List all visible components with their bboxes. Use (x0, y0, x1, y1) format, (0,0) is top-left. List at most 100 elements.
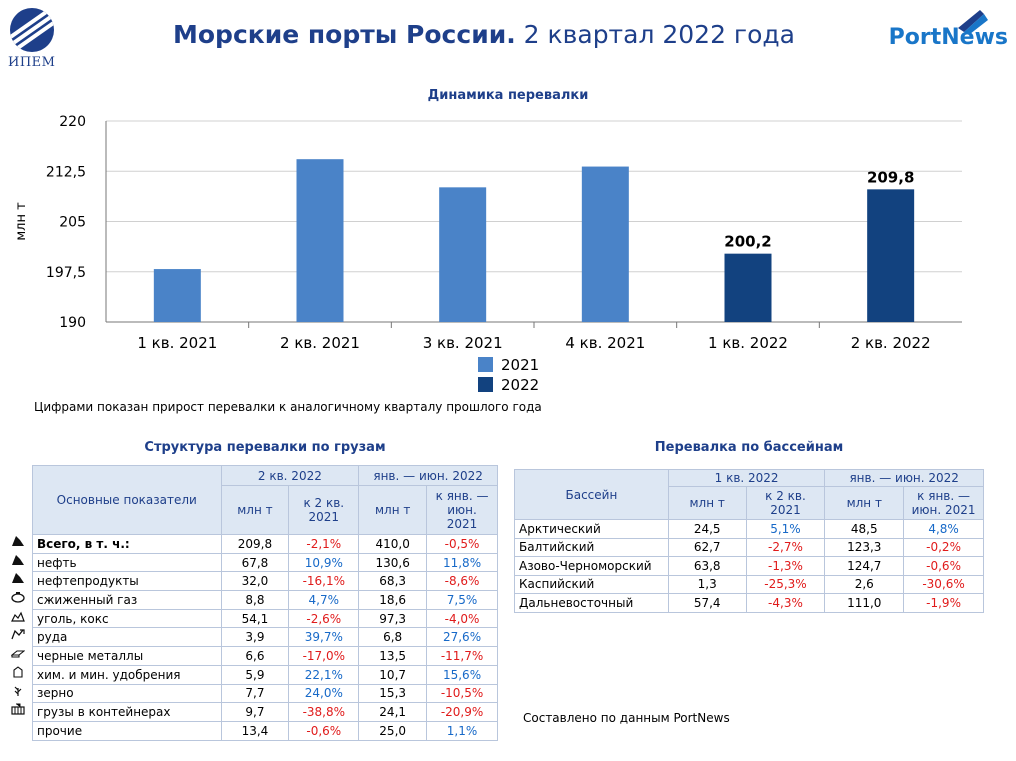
row-growth-h: 1,1% (426, 720, 498, 741)
y-tick-label: 197,5 (46, 265, 86, 281)
cargo-icons-column (11, 535, 31, 741)
table-row: Балтийский 62,7 -2,7% 123,3 -0,2% (514, 537, 984, 557)
table-row: зерно 7,7 24,0% 15,3 -10,5% (32, 683, 498, 704)
chart-note: Цифрами показан прирост перевалки к анал… (34, 400, 542, 414)
row-label: Дальневосточный (514, 593, 669, 613)
row-growth-h: 7,5% (426, 590, 498, 610)
row-volume-q: 6,6 (220, 646, 290, 666)
row-growth-h: -0,5% (426, 534, 498, 554)
row-label: Всего, в т. ч.: (32, 534, 222, 554)
row-growth-h: -4,0% (426, 608, 498, 629)
gas-tank-icon (11, 592, 25, 603)
basin-group-halfyear: янв. — июн. 2022 (824, 469, 984, 487)
row-volume-q: 1,3 (667, 574, 747, 594)
y-tick-label: 205 (59, 215, 86, 231)
cargo-table-title: Структура перевалки по грузам (144, 440, 386, 455)
portnews-logo-text: PortNews (888, 25, 1008, 50)
row-volume-h: 13,5 (358, 646, 428, 666)
row-growth-h: 4,8% (903, 519, 984, 539)
x-tick-label: 2 кв. 2021 (280, 334, 360, 352)
row-volume-h: 24,1 (358, 702, 428, 722)
row-volume-h: 130,6 (358, 552, 428, 573)
row-growth-q: -2,6% (288, 608, 360, 629)
row-volume-q: 8,8 (220, 590, 290, 610)
row-growth-q: -38,8% (288, 702, 360, 722)
table-row: Азово-Черноморский 63,8 -1,3% 124,7 -0,6% (514, 556, 984, 576)
row-growth-h: -0,6% (903, 556, 984, 576)
metal-bars-icon (11, 650, 25, 658)
table-row: Арктический 24,5 5,1% 48,5 4,8% (514, 519, 984, 539)
cargo-sub-growth-q: к 2 кв. 2021 (288, 485, 360, 535)
row-growth-h: 11,8% (426, 552, 498, 573)
basin-table-title: Перевалка по бассейнам (654, 440, 844, 455)
row-growth-h: -10,5% (426, 683, 498, 704)
row-volume-h: 68,3 (358, 571, 428, 592)
x-tick-label: 2 кв. 2022 (851, 334, 931, 352)
oil-barrel-icon (12, 536, 24, 546)
table-row: уголь, кокс 54,1 -2,6% 97,3 -4,0% (32, 608, 498, 629)
row-volume-h: 25,0 (358, 720, 428, 741)
table-row: хим. и мин. удобрения 5,9 22,1% 10,7 15,6% (32, 664, 498, 685)
ore-icon (11, 629, 25, 640)
row-volume-h: 410,0 (358, 534, 428, 554)
row-volume-q: 63,8 (667, 556, 747, 576)
row-label: нефтепродукты (32, 571, 222, 592)
portnews-logo: PortNews (889, 6, 1008, 50)
row-volume-q: 3,9 (220, 627, 290, 648)
y-tick-label: 212,5 (46, 164, 86, 180)
cargo-sub-growth-h: к янв. — июн. 2021 (426, 485, 498, 535)
ipem-logo-text: ИПЕМ (8, 55, 56, 70)
row-growth-q: 24,0% (288, 683, 360, 704)
row-volume-h: 124,7 (824, 556, 905, 576)
row-volume-q: 13,4 (220, 720, 290, 741)
row-volume-q: 9,7 (220, 702, 290, 722)
row-label: уголь, кокс (32, 608, 222, 629)
row-growth-q: -4,3% (745, 593, 826, 613)
blank-icon (11, 722, 25, 734)
y-tick-label: 220 (59, 114, 86, 130)
row-volume-q: 7,7 (220, 683, 290, 704)
table-row: нефть 67,8 10,9% 130,6 11,8% (32, 552, 498, 573)
table-row: сжиженный газ 8,8 4,7% 18,6 7,5% (32, 590, 498, 610)
legend-label-2021: 2021 (501, 356, 539, 374)
row-growth-q: -1,3% (745, 556, 826, 576)
cargo-group-quarter: 2 кв. 2022 (220, 465, 360, 486)
cargo-group-halfyear: янв. — июн. 2022 (358, 465, 498, 486)
container-icon (11, 703, 25, 715)
row-label: прочие (32, 720, 222, 741)
grain-icon (14, 686, 22, 696)
chart-title: Динамика перевалки (427, 88, 589, 103)
row-label: черные металлы (32, 646, 222, 666)
row-growth-q: 10,9% (288, 552, 360, 573)
row-label: Балтийский (514, 537, 669, 557)
ship-icon (958, 10, 988, 34)
row-growth-q: -0,6% (288, 720, 360, 741)
row-growth-q: -2,7% (745, 537, 826, 557)
table-row: Дальневосточный 57,4 -4,3% 111,0 -1,9% (514, 593, 984, 613)
data-label: 200,2 (724, 233, 771, 251)
legend-label-2022: 2022 (501, 376, 539, 394)
row-volume-h: 48,5 (824, 519, 905, 539)
row-label: Азово-Черноморский (514, 556, 669, 576)
page-title-bold: Морские порты России. (173, 20, 516, 49)
row-growth-q: 4,7% (288, 590, 360, 610)
row-growth-h: 15,6% (426, 664, 498, 685)
fertilizer-icon (13, 666, 23, 678)
row-volume-h: 111,0 (824, 593, 905, 613)
row-growth-q: 39,7% (288, 627, 360, 648)
basin-group-quarter: 1 кв. 2022 (667, 469, 826, 487)
table-row: нефтепродукты 32,0 -16,1% 68,3 -8,6% (32, 571, 498, 592)
row-growth-h: -30,6% (903, 574, 984, 594)
table-row: Каспийский 1,3 -25,3% 2,6 -30,6% (514, 574, 984, 594)
row-growth-q: -16,1% (288, 571, 360, 592)
row-volume-q: 5,9 (220, 664, 290, 685)
row-growth-h: -20,9% (426, 702, 498, 722)
row-volume-q: 24,5 (667, 519, 747, 539)
x-tick-label: 1 кв. 2022 (708, 334, 788, 352)
legend-swatch-2021 (478, 357, 493, 372)
row-volume-h: 123,3 (824, 537, 905, 557)
basin-sub-growth-h: к янв. — июн. 2021 (903, 486, 984, 520)
data-label: 209,8 (867, 168, 914, 186)
oil-barrel-icon (12, 573, 24, 584)
row-growth-q: 5,1% (745, 519, 826, 539)
